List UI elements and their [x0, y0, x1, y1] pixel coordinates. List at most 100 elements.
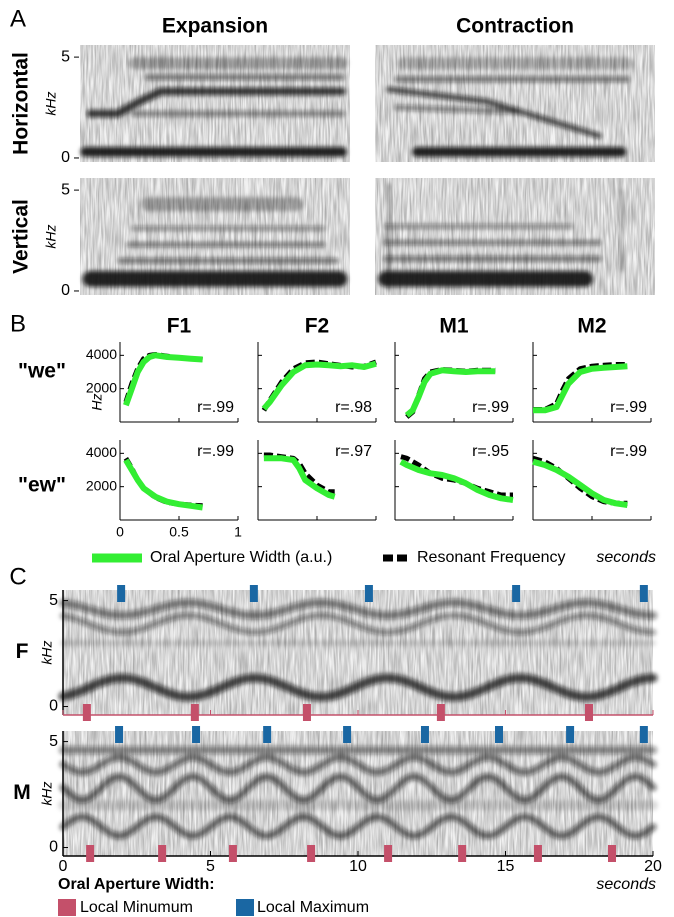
column-title: Expansion	[162, 15, 268, 38]
aperture-line	[123, 352, 203, 407]
y-tick-label: 4000	[86, 346, 117, 362]
line-chart	[119, 342, 239, 423]
y-tick-label: 2000	[86, 477, 117, 493]
y-tick-label: 5	[49, 733, 58, 750]
aperture-line	[263, 455, 336, 500]
line-chart	[532, 440, 652, 521]
column-title: Contraction	[456, 15, 574, 38]
spectrogram-bands	[386, 57, 633, 157]
frequency-line	[400, 454, 513, 498]
spectrogram	[375, 178, 655, 295]
legend-label: Oral Aperture Width (a.u.)	[150, 549, 332, 566]
annotation: r=.99	[610, 399, 647, 416]
line-chart	[257, 342, 377, 423]
axis-label: kHz	[43, 224, 59, 248]
x-tick-label: 0	[116, 524, 124, 540]
legend-swatch	[236, 899, 254, 916]
line-chart	[532, 342, 652, 423]
local-minimum	[584, 704, 593, 721]
local-maximum	[192, 726, 201, 743]
y-tick-label: 0	[49, 839, 58, 856]
local-minimum	[458, 845, 467, 862]
spectrogram-bands	[378, 183, 623, 292]
column-title: F2	[305, 315, 330, 338]
aperture-line	[532, 458, 628, 508]
x-tick-label: 5	[206, 858, 215, 875]
local-maximum	[117, 585, 126, 602]
spectrogram	[58, 731, 658, 856]
panel-label: A	[10, 5, 26, 32]
aperture-line	[533, 363, 628, 414]
local-minimum	[436, 704, 445, 721]
spectrogram	[58, 590, 658, 715]
row-label: "ew"	[18, 474, 66, 497]
panel-label: B	[10, 310, 26, 337]
row-label: Horizontal	[10, 52, 33, 155]
line-chart	[257, 440, 377, 521]
annotation: r=.95	[472, 443, 509, 460]
formant-band	[59, 813, 657, 840]
legend-label: Resonant Frequency	[417, 549, 566, 566]
formant-band	[59, 598, 657, 620]
panel-label: C	[9, 563, 26, 590]
axis-label: seconds	[596, 549, 656, 566]
local-minimum	[86, 845, 95, 862]
local-minimum	[307, 845, 316, 862]
row-label: Vertical	[10, 199, 33, 274]
y-tick-label: 4000	[86, 444, 117, 460]
aperture-line	[404, 367, 496, 418]
local-minimum	[158, 845, 167, 862]
local-minimum	[533, 845, 542, 862]
annotation: r=.97	[335, 443, 372, 460]
local-maximum	[364, 585, 373, 602]
aperture-line	[261, 360, 377, 411]
spectrogram-bands	[58, 746, 658, 840]
local-minimum	[384, 845, 393, 862]
local-maximum	[495, 726, 504, 743]
x-tick-label: 10	[349, 858, 367, 875]
x-tick-label: 0.5	[169, 524, 189, 540]
x-tick-label: 15	[497, 858, 515, 875]
aperture-line	[399, 459, 514, 503]
spectrogram	[80, 45, 350, 162]
spectrogram-bands	[82, 197, 348, 287]
spectrogram-bands	[80, 57, 348, 157]
y-tick-label: 0	[61, 282, 70, 299]
local-minimum	[302, 704, 311, 721]
y-tick-label: 5	[49, 592, 58, 609]
line-chart	[119, 440, 239, 521]
annotation: r=.99	[610, 443, 647, 460]
local-maximum	[420, 726, 429, 743]
formant-band	[394, 104, 518, 115]
formant-band	[60, 612, 656, 636]
line-chart	[394, 440, 514, 521]
x-tick-label: 20	[644, 858, 662, 875]
local-maximum	[512, 585, 521, 602]
y-tick-label: 5	[61, 181, 70, 198]
legend-label: Local Minumum	[80, 899, 193, 916]
local-maximum	[343, 726, 352, 743]
local-minimum	[190, 704, 199, 721]
axis-label: Hz	[89, 393, 105, 410]
axis-label: seconds	[596, 876, 656, 893]
local-minimum	[607, 845, 616, 862]
formant-band	[59, 773, 657, 804]
row-label: "we"	[18, 360, 66, 383]
row-label: M	[13, 781, 31, 804]
axis-label: kHz	[43, 91, 59, 115]
y-tick-label: 0	[49, 698, 58, 715]
formant-band	[58, 673, 658, 702]
row-label: F	[16, 640, 29, 663]
annotation: r=.99	[472, 399, 509, 416]
legend-label: Local Maximum	[257, 899, 369, 916]
column-title: M1	[439, 315, 468, 338]
aperture-line	[123, 458, 204, 511]
local-maximum	[639, 726, 648, 743]
local-minimum	[228, 845, 237, 862]
local-maximum	[249, 585, 258, 602]
x-tick-label: 0	[59, 858, 68, 875]
spectrogram	[375, 45, 655, 162]
column-title: F1	[167, 315, 192, 338]
